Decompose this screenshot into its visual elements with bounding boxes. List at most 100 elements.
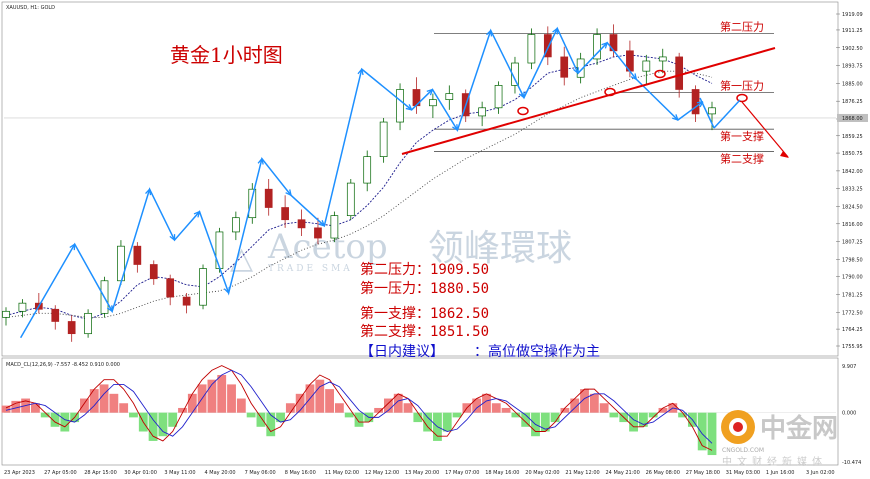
forecast-arrow-head	[780, 151, 789, 158]
macd-histogram-bar	[550, 412, 560, 423]
macd-histogram-bar	[1, 405, 11, 413]
macd-histogram-bar	[599, 403, 609, 413]
price-tick-label: 1902.50	[842, 46, 863, 52]
price-tick-label: 1772.50	[842, 310, 863, 316]
acetop-tagline: TRADE SMA	[268, 264, 353, 274]
cngold-watermark: 中金网 CNGOLD.COM 中文财经新媒体	[721, 410, 838, 468]
time-tick-label: 18 May 16:00	[485, 470, 519, 476]
candle-body	[396, 89, 404, 123]
level-label: 第二压力	[720, 20, 764, 34]
time-tick-label: 3 May 11:00	[164, 470, 195, 476]
macd-histogram-bar	[119, 403, 129, 413]
wave-arrowhead	[426, 88, 434, 96]
macd-histogram-bar	[11, 400, 21, 413]
wave-polyline	[19, 26, 704, 339]
acetop-logo-text: Acetop	[267, 227, 388, 267]
time-tick-label: 3 Jun 02:00	[806, 470, 835, 476]
candle-body	[576, 58, 585, 78]
touch-markers	[517, 69, 748, 116]
touch-marker	[736, 93, 748, 103]
macd-line	[5, 365, 713, 451]
time-tick-label: 23 Apr 2023	[4, 470, 35, 476]
macd-histogram-bar	[609, 412, 619, 418]
candle-body	[314, 227, 322, 239]
time-tick-label: 7 May 06:00	[245, 470, 276, 476]
macd-histogram-bar	[344, 412, 354, 418]
price-tick-label: 1807.25	[842, 240, 863, 246]
candle-body	[281, 207, 289, 221]
candle-body	[379, 121, 388, 157]
candle-body	[560, 56, 569, 78]
macd-histogram-bar	[413, 412, 423, 423]
price-tick-label: 1833.25	[842, 187, 863, 193]
time-tick-label: 1 Jun 16:00	[766, 470, 795, 476]
touch-marker	[654, 69, 666, 79]
candle-body	[133, 245, 142, 265]
time-axis: 23 Apr 2023 27 Apr 05:00 28 Apr 15:00 30 Ap…	[4, 470, 835, 476]
macd-histogram-bar	[442, 412, 452, 432]
wave-arrowhead	[69, 243, 76, 251]
time-tick-label: 31 May 03:00	[726, 470, 760, 476]
candle-body	[264, 188, 273, 208]
time-tick-label: 26 May 08:00	[646, 470, 680, 476]
macd-histogram-bar	[638, 412, 648, 427]
trend-line	[401, 47, 776, 155]
price-tick-label: 1842.00	[842, 169, 863, 175]
wave-arrowhead	[223, 286, 230, 294]
acetop-logo-cn: 领峰環球	[428, 228, 572, 269]
macd-histogram-bar	[285, 403, 295, 413]
current-price-box	[837, 113, 868, 122]
time-tick-label: 21 May 12:00	[565, 470, 599, 476]
moving-averages	[5, 54, 713, 320]
candle-body	[149, 264, 158, 280]
candle-body	[593, 34, 601, 60]
price-tick-label: 1893.75	[842, 64, 863, 70]
macd-histogram-bar	[697, 412, 707, 451]
price-tick-label: 1764.25	[842, 327, 863, 333]
macd-histogram-bar	[325, 389, 334, 413]
macd-histogram-bar	[217, 374, 227, 413]
touch-marker	[604, 87, 616, 97]
price-axis: 1919.09 1911.25 1902.50 1893.75 1885.00 1876.…	[4, 12, 868, 350]
candle-body	[297, 219, 306, 229]
macd-histogram-bar	[501, 407, 511, 413]
macd-histogram-bar	[178, 407, 187, 413]
candle-body	[511, 62, 519, 86]
wave-path	[19, 26, 704, 339]
macd-histogram-bar	[384, 398, 393, 413]
ma-fast-line	[5, 54, 713, 320]
wave-arrowhead	[672, 114, 679, 121]
price-tick-label: 1919.09	[842, 12, 863, 18]
wave-arrowhead	[630, 73, 637, 80]
candle-body	[330, 215, 339, 239]
macd-histogram-bar	[472, 398, 482, 413]
ma-slow-line	[5, 70, 713, 318]
macd-histogram-bar	[334, 403, 344, 413]
price-tick-label: 1816.00	[842, 222, 863, 228]
candle-body	[478, 107, 486, 117]
candle-body	[527, 34, 536, 64]
wave-arrowhead	[601, 42, 608, 49]
price-tick-label: 1798.50	[842, 257, 863, 263]
acetop-watermark: △ Acetop 领峰環球 TRADE SMA	[230, 227, 572, 276]
macd-histogram-bar	[452, 412, 462, 418]
time-tick-label: 27 Apr 05:00	[44, 470, 77, 476]
candle-body	[494, 85, 503, 109]
macd-signal-line	[5, 369, 713, 444]
macd-histogram-bar	[246, 412, 256, 418]
summary-line: 第二压力：1909.50	[360, 261, 489, 278]
time-tick-label: 11 May 02:00	[325, 470, 359, 476]
time-tick-label: 24 May 21:00	[606, 470, 640, 476]
candle-body	[84, 312, 92, 335]
chart-title: 黄金1小时图	[170, 43, 283, 67]
time-tick-label: 27 May 18:00	[686, 470, 720, 476]
candle-body	[543, 34, 552, 58]
wave-arrowhead	[452, 124, 459, 131]
wave-arrowhead	[405, 104, 413, 111]
macd-histogram-bar	[89, 389, 99, 413]
time-tick-label: 28 Apr 15:00	[84, 470, 117, 476]
macd-histogram-bar	[570, 398, 580, 413]
price-tick-label: 1911.25	[842, 28, 863, 34]
wave-arrowhead	[257, 158, 264, 165]
